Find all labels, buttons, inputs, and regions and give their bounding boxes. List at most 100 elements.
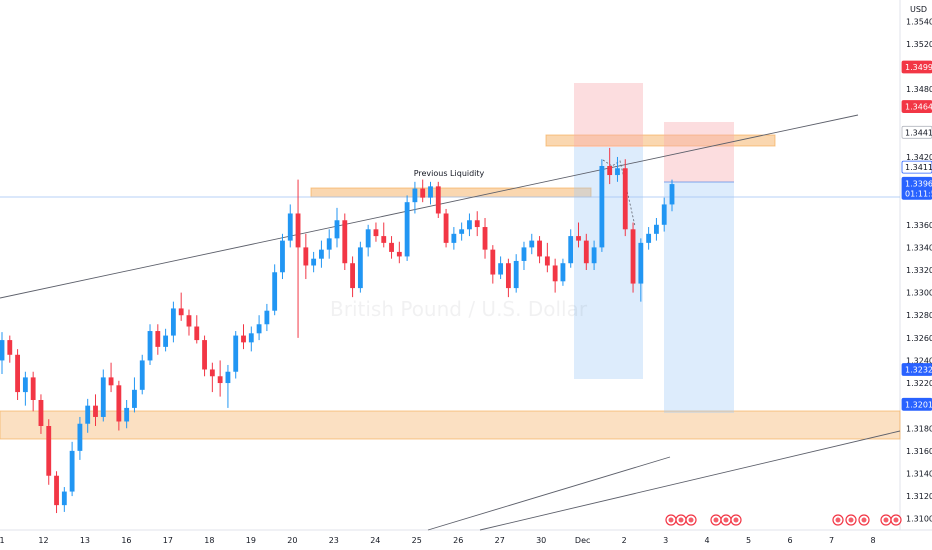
candle bbox=[342, 213, 348, 270]
candle bbox=[443, 208, 449, 248]
candle bbox=[451, 227, 457, 250]
candle-body bbox=[365, 229, 371, 248]
candle bbox=[241, 324, 246, 350]
candle-body bbox=[443, 213, 449, 243]
candle bbox=[202, 335, 207, 377]
event-icon-core bbox=[688, 517, 694, 523]
candle bbox=[615, 156, 620, 182]
candle-body bbox=[155, 331, 161, 347]
candle-body bbox=[0, 340, 5, 361]
economic-event-icon[interactable] bbox=[730, 514, 742, 526]
candle bbox=[132, 377, 137, 413]
price-badge-bg bbox=[901, 60, 932, 74]
candle bbox=[357, 241, 363, 293]
price-tick-label: 1.32200 bbox=[906, 379, 932, 388]
candle-body bbox=[599, 166, 605, 248]
candle-body bbox=[396, 251, 402, 257]
economic-event-icon[interactable] bbox=[858, 514, 870, 526]
candle bbox=[85, 398, 91, 433]
chart-watermark: British Pound / U.S. Dollar bbox=[330, 297, 588, 321]
candle bbox=[295, 179, 301, 338]
price-badge-bg bbox=[901, 363, 932, 376]
candle bbox=[61, 487, 67, 512]
candle bbox=[505, 258, 511, 298]
candle-body bbox=[654, 224, 659, 234]
price-badge: 1.3396701:11:59 bbox=[901, 176, 932, 200]
candle bbox=[22, 371, 28, 406]
short-position-2-stop-zone bbox=[664, 122, 734, 182]
candle-body bbox=[124, 407, 130, 422]
candle bbox=[46, 419, 52, 485]
previous-liquidity-label: Previous Liquidity bbox=[414, 169, 485, 178]
candle-body bbox=[61, 491, 67, 506]
candle bbox=[248, 326, 254, 352]
candle bbox=[186, 309, 192, 336]
time-tick-label: 20 bbox=[287, 536, 297, 545]
economic-event-icon[interactable] bbox=[685, 514, 697, 526]
candle bbox=[93, 394, 98, 426]
economic-event-icon[interactable] bbox=[665, 514, 677, 526]
economic-event-icon[interactable] bbox=[720, 514, 732, 526]
resistance-zone bbox=[545, 134, 776, 147]
candle-body bbox=[389, 242, 394, 252]
price-tick-label: 1.31400 bbox=[906, 469, 932, 478]
candle bbox=[661, 197, 667, 232]
candle-body bbox=[233, 335, 239, 372]
candle-body bbox=[217, 376, 223, 384]
candle bbox=[350, 256, 355, 298]
candle bbox=[287, 204, 293, 248]
candle-body bbox=[420, 188, 426, 198]
candle bbox=[194, 315, 200, 344]
economic-event-icon[interactable] bbox=[890, 514, 902, 526]
candle bbox=[178, 292, 184, 321]
economic-event-icon[interactable] bbox=[832, 514, 844, 526]
candle bbox=[100, 369, 106, 422]
price-tick-label: 1.31200 bbox=[906, 492, 932, 501]
support-zone bbox=[0, 410, 901, 440]
economic-event-icon[interactable] bbox=[675, 514, 687, 526]
candle bbox=[654, 218, 659, 241]
candle bbox=[30, 371, 36, 412]
candle bbox=[209, 362, 215, 393]
projection-path bbox=[602, 159, 636, 227]
candle-body bbox=[373, 229, 379, 237]
candle-body bbox=[350, 263, 355, 289]
candle-body bbox=[513, 260, 519, 289]
time-tick-label: 19 bbox=[246, 536, 256, 545]
candle bbox=[521, 241, 527, 270]
candle bbox=[599, 159, 605, 252]
economic-event-icon[interactable] bbox=[880, 514, 892, 526]
candle bbox=[264, 303, 270, 332]
liquidity-zone bbox=[310, 187, 592, 198]
price-badge: 1.32320 bbox=[901, 363, 932, 376]
price-tick-label: 1.33200 bbox=[906, 266, 932, 275]
time-tick-label: 1 bbox=[0, 536, 5, 545]
candle bbox=[467, 213, 472, 237]
time-axis[interactable]: 1 12 13 16 17 18 19 20 23 24 25 26 27 30 Dec 2 3 4 5 6 7 8 bbox=[0, 536, 876, 545]
candle-body bbox=[342, 220, 348, 264]
currency-label: USD bbox=[910, 5, 927, 14]
candle bbox=[303, 233, 309, 280]
price-badge-label: 1.34646 bbox=[905, 103, 932, 112]
candle-body bbox=[209, 369, 215, 377]
price-axis[interactable]: 1.31000 1.31200 1.31400 1.31600 1.31800 1.322… bbox=[901, 5, 932, 524]
economic-event-icon[interactable] bbox=[845, 514, 857, 526]
candle bbox=[576, 222, 581, 248]
candle-body bbox=[615, 168, 620, 176]
candle bbox=[124, 400, 130, 429]
candle-body bbox=[646, 233, 652, 243]
candle bbox=[311, 251, 317, 273]
candle-body bbox=[576, 236, 581, 241]
price-badge-label: 1.34110 bbox=[905, 163, 932, 172]
candle bbox=[280, 233, 285, 280]
candle-body bbox=[404, 202, 410, 257]
candle bbox=[163, 328, 169, 352]
candle-body bbox=[163, 335, 169, 347]
rising-trendline bbox=[0, 114, 859, 299]
event-icons-layer bbox=[665, 514, 902, 526]
candle bbox=[365, 224, 371, 257]
economic-event-icon[interactable] bbox=[710, 514, 722, 526]
candle bbox=[147, 324, 153, 365]
